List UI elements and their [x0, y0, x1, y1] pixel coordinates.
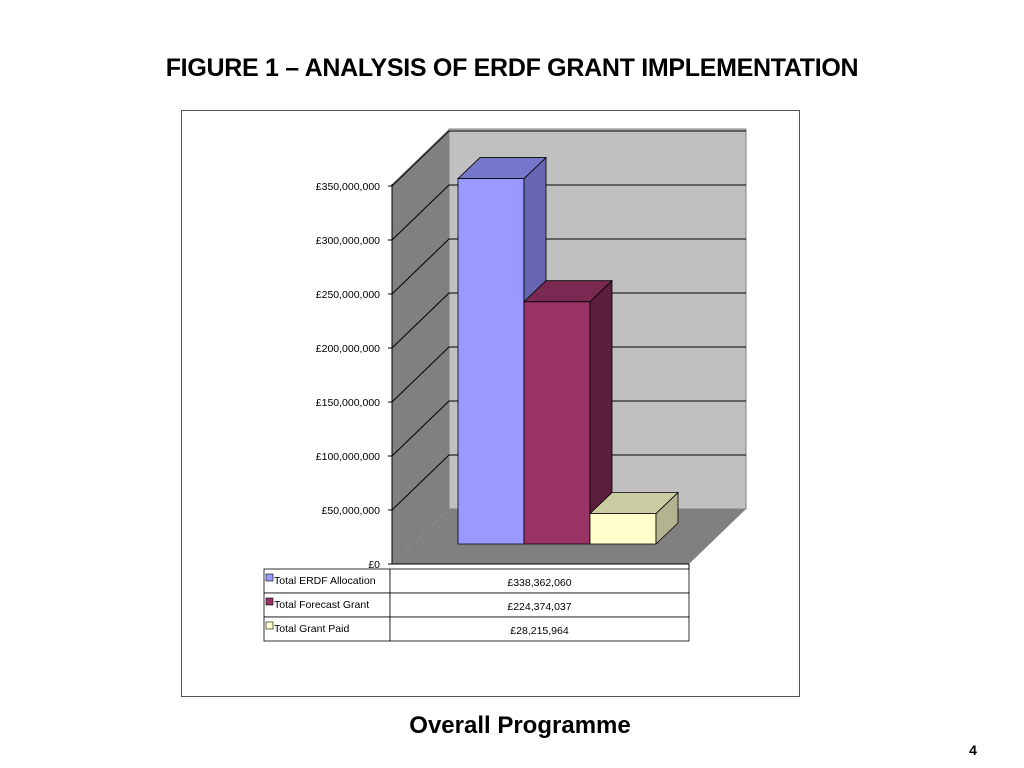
bar-top [457, 157, 547, 179]
chart-subtitle: Overall Programme [409, 712, 631, 739]
y-tick-label: £50,000,000 [322, 505, 381, 517]
y-tick-label: £100,000,000 [316, 451, 380, 463]
table-row: Total ERDF Allocation £338,362,060 [263, 568, 690, 594]
table-row: Total Forecast Grant £224,374,037 [263, 592, 690, 618]
gridline [391, 454, 746, 511]
bar-top [523, 280, 613, 303]
data-label: £28,215,964 [510, 625, 569, 637]
data-label: £338,362,060 [507, 577, 571, 589]
bar-3 [589, 491, 679, 545]
data-label: £224,374,037 [507, 601, 571, 613]
gridline [391, 184, 746, 241]
table-row: Total Grant Paid £28,215,964 [263, 616, 690, 642]
gridline [391, 400, 746, 457]
gridline [391, 130, 746, 187]
bar-top [589, 492, 679, 514]
legend-key [265, 573, 274, 582]
table-value-cell [389, 568, 690, 594]
table-value-cell [389, 616, 690, 642]
bar-front [457, 178, 525, 545]
y-tick-label: £200,000,000 [316, 343, 380, 355]
bar-chart-3d: £0 £50,000,000 £100,000,000 £150,000,000 £20… [263, 128, 747, 642]
y-tick-label: £150,000,000 [316, 397, 380, 409]
page-number: 4 [969, 742, 977, 758]
chart-frame: £0 £50,000,000 £100,000,000 £150,000,000 £20… [181, 110, 800, 697]
legend-label: Total Grant Paid [274, 623, 349, 635]
legend-label: Total Forecast Grant [274, 599, 369, 611]
gridline [391, 292, 746, 349]
bar-2 [523, 279, 613, 545]
gridline [391, 238, 746, 295]
legend-key [265, 621, 274, 630]
gridline [391, 346, 746, 403]
y-tick-label: £300,000,000 [316, 235, 380, 247]
legend-label: Total ERDF Allocation [274, 575, 376, 587]
y-tick-label: £0 [368, 559, 380, 571]
table-value-cell [389, 592, 690, 618]
y-tick-label: £250,000,000 [316, 289, 380, 301]
legend-key [265, 597, 274, 606]
chart-side-wall [392, 129, 449, 564]
figure-title: FIGURE 1 – ANALYSIS OF ERDF GRANT IMPLEM… [165, 54, 859, 82]
y-tick-label: £350,000,000 [316, 181, 380, 193]
bar-front [589, 513, 657, 545]
bar-front [523, 301, 591, 545]
